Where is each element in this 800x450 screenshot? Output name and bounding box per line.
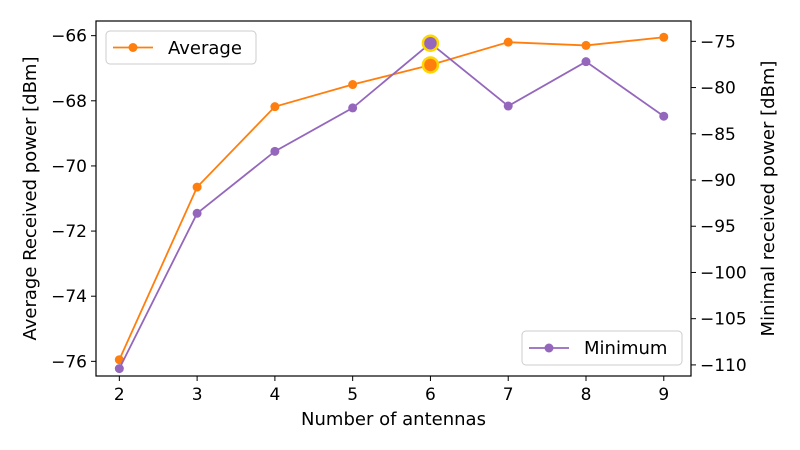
right-y-tick-label: −90: [700, 171, 736, 191]
x-tick-label: 2: [114, 385, 125, 405]
legend-average-box: [105, 30, 257, 65]
right-y-tick-label: −95: [700, 217, 736, 237]
right-y-tick-label: −110: [700, 356, 747, 376]
legend-minimum-label: Minimum: [584, 338, 667, 359]
data-point-average: [503, 37, 513, 47]
data-point-average: [114, 355, 124, 365]
right-y-axis-label: Minimal received power [dBm]: [758, 61, 779, 337]
left-y-tick-label: −70: [51, 157, 87, 177]
left-y-tick-label: −68: [51, 92, 87, 112]
right-y-tick-label: −80: [700, 79, 736, 99]
data-point-minimum: [270, 146, 280, 156]
data-point-average: [581, 40, 591, 50]
data-point-average: [192, 182, 202, 192]
data-point-minimum: [659, 111, 669, 121]
highlight-point-average: [421, 56, 440, 74]
series-line-minimum: [118, 42, 665, 370]
legend-minimum-marker: [544, 343, 554, 353]
legend-average: Average: [105, 30, 257, 65]
left-y-tick-label: −66: [51, 27, 87, 47]
legend-minimum: Minimum: [521, 330, 683, 366]
data-point-minimum: [581, 57, 591, 67]
right-y-tick-label: −85: [700, 125, 736, 145]
right-y-tick-label: −75: [700, 32, 736, 52]
plot-area: [95, 20, 692, 377]
data-point-minimum: [192, 208, 202, 218]
x-tick-label: 5: [347, 385, 358, 405]
x-tick-label: 8: [581, 385, 592, 405]
left-y-axis-label: Average Received power [dBm]: [20, 57, 41, 341]
x-tick-label: 7: [503, 385, 514, 405]
legend-minimum-box: [521, 330, 683, 366]
legend-average-marker: [128, 43, 138, 52]
right-y-tick-label: −100: [700, 263, 747, 283]
highlight-point-minimum: [421, 34, 440, 52]
right-y-axis-ticks: −75 −80 −85 −90 −95 −100 −105 −110: [691, 32, 747, 376]
legend-average-label: Average: [168, 38, 242, 59]
series-layer: [114, 32, 669, 374]
left-y-tick-label: −72: [51, 222, 87, 242]
right-y-tick-label: −105: [700, 310, 747, 330]
x-tick-label: 6: [425, 385, 436, 405]
x-tick-label: 4: [269, 385, 280, 405]
left-y-tick-label: −76: [51, 352, 87, 372]
data-point-average: [348, 80, 358, 90]
x-tick-label: 3: [192, 385, 203, 405]
data-point-minimum: [503, 101, 513, 111]
data-point-minimum: [114, 364, 124, 374]
data-point-average: [270, 102, 280, 112]
x-axis-label: Number of antennas: [301, 409, 486, 430]
x-tick-label: 9: [658, 385, 669, 405]
x-axis-ticks: 2 3 4 5 6 7 8 9: [114, 376, 669, 405]
left-y-axis-ticks: −66 −68 −70 −72 −74 −76: [51, 27, 96, 372]
data-point-minimum: [348, 103, 358, 113]
data-point-average: [659, 32, 669, 42]
left-y-tick-label: −74: [51, 287, 87, 307]
